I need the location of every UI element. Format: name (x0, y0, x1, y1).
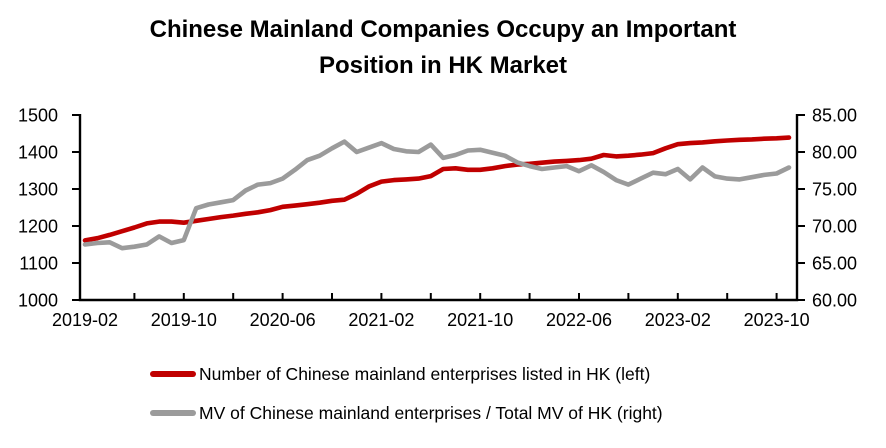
x-axis-tick-label: 2019-10 (151, 310, 217, 330)
series-line-mv-share (82, 139, 792, 251)
left-axis-tick-label: 1300 (18, 180, 58, 200)
right-axis-tick-label: 85.00 (812, 106, 857, 126)
x-axis-tick-label: 2023-10 (744, 310, 810, 330)
legend: Number of Chinese mainland enterprises l… (150, 363, 663, 441)
right-axis-tick-label: 65.00 (812, 254, 857, 274)
x-axis-tick-label: 2020-06 (250, 310, 316, 330)
left-axis-tick-label: 1400 (18, 143, 58, 163)
legend-item-listed-count: Number of Chinese mainland enterprises l… (150, 363, 663, 385)
x-axis-tick-label: 2021-10 (447, 310, 513, 330)
legend-label-mv-share: MV of Chinese mainland enterprises / Tot… (199, 402, 663, 423)
right-axis-tick-label: 80.00 (812, 143, 857, 163)
series-line-listed-count (82, 135, 792, 243)
legend-item-mv-share: MV of Chinese mainland enterprises / Tot… (150, 402, 663, 424)
chart-title-line2: Position in HK Market (318, 52, 568, 79)
left-axis-tick-label: 1100 (19, 254, 58, 274)
right-axis-tick-label: 75.00 (812, 180, 857, 200)
gray-line-swatch (150, 410, 196, 416)
x-axis-tick-label: 2021-02 (348, 310, 414, 330)
legend-label-listed-count: Number of Chinese mainland enterprises l… (199, 363, 651, 384)
left-axis-tick-label: 1500 (18, 106, 58, 126)
x-axis-tick-label: 2022-06 (546, 310, 612, 330)
left-axis-tick-label: 1000 (18, 291, 58, 311)
x-axis-tick-label: 2023-02 (645, 310, 711, 330)
chart-title: Chinese Mainland Companies Occupy an Imp… (0, 12, 886, 84)
chart-title-line1: Chinese Mainland Companies Occupy an Imp… (149, 16, 737, 43)
right-axis-tick-label: 60.00 (812, 291, 857, 311)
red-line-swatch (150, 371, 196, 377)
right-axis-tick-label: 70.00 (812, 217, 857, 237)
x-axis-tick-label: 2019-02 (52, 310, 118, 330)
left-axis-tick-label: 1200 (18, 217, 58, 237)
